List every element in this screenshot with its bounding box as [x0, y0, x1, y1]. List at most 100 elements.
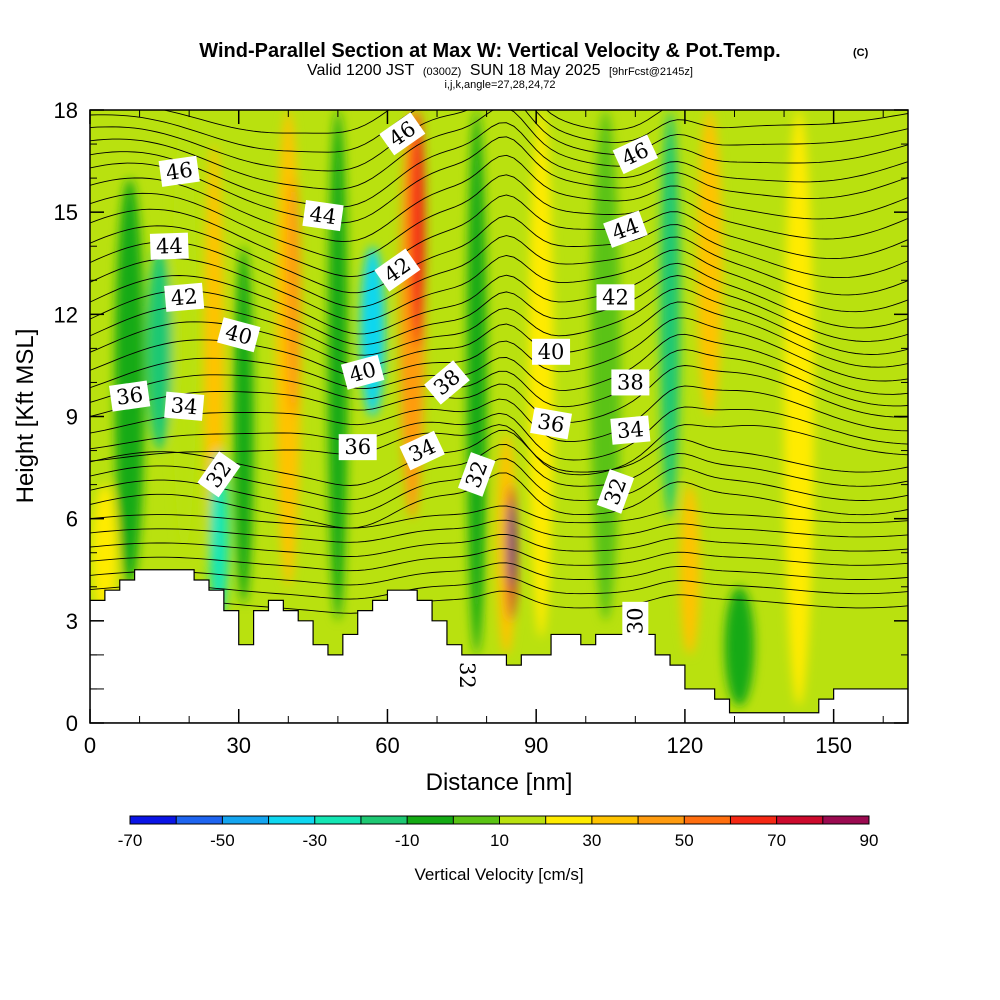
contour-label-box: [379, 112, 426, 156]
contour-label-text: 44: [308, 202, 338, 229]
contour-label-34: 34: [610, 415, 651, 445]
isentrope-line-7: [90, 472, 908, 529]
contour-label-box: [610, 415, 651, 445]
velocity-band-22: [724, 586, 755, 706]
contour-label-text: 42: [170, 284, 199, 310]
x-tick-label: 90: [524, 733, 548, 758]
isentrope-line-21: [90, 262, 908, 335]
colorbar-tick-label: -50: [210, 831, 235, 850]
isentrope-line-19: [90, 287, 908, 356]
colorbar-swatch: [407, 816, 454, 824]
subtitle-valid: Valid 1200 JST: [307, 62, 415, 79]
isentrope-line-29: [90, 122, 908, 208]
contour-label-36: 36: [530, 407, 573, 440]
contour-label-box: [197, 451, 241, 498]
isentrope-line-4: [90, 533, 908, 557]
contour-label-box: [424, 360, 470, 405]
contour-label-42: 42: [164, 282, 205, 312]
colorbar-tick-label: 90: [860, 831, 879, 850]
isentrope-line-30: [90, 110, 908, 190]
colorbar-swatch: [176, 816, 223, 824]
colorbar-swatch: [360, 816, 408, 824]
contour-label-40: 40: [532, 338, 571, 365]
contour-label-box: [532, 338, 571, 365]
velocity-band-19: [660, 110, 680, 519]
x-tick-label: 60: [375, 733, 399, 758]
colorbar-tick-label: -70: [118, 831, 143, 850]
contour-label-42: 42: [596, 284, 635, 311]
contour-label-box: [109, 380, 151, 412]
y-tick-label: 9: [66, 405, 78, 430]
contour-label-text: 44: [156, 234, 184, 259]
colorbar-swatch: [822, 816, 870, 824]
x-tick-label: 150: [815, 733, 852, 758]
contour-label-text: 34: [170, 393, 199, 419]
colorbar-tick-label: 10: [490, 831, 509, 850]
colorbar-tick-label: 30: [582, 831, 601, 850]
colorbar-swatch: [499, 816, 547, 824]
colorbar-tick-label: 70: [767, 831, 786, 850]
isentrope-line-13: [90, 385, 908, 443]
contour-label-box: [399, 430, 445, 471]
x-tick-label: 120: [667, 733, 704, 758]
colorbar-swatch: [222, 816, 270, 824]
colorbar: -70 -50 -30 -10 10 30 50 70 90: [118, 815, 879, 850]
isentrope-line-28: [90, 136, 908, 224]
contour-label-box: [453, 656, 480, 695]
contour-label-40: 40: [340, 354, 385, 390]
contour-label-34: 34: [164, 391, 205, 421]
isentrope-line-31: [90, 110, 908, 172]
isentrope-line-20: [90, 275, 908, 346]
isentrope-line-3: [90, 548, 908, 572]
contour-label-34: 34: [399, 430, 445, 471]
x-tick-label: 0: [84, 733, 96, 758]
colorbar-swatch: [776, 816, 824, 824]
contour-label-40: 40: [217, 317, 261, 353]
contour-label-text: 40: [538, 340, 565, 364]
x-tick-label: 30: [226, 733, 250, 758]
contour-label-36: 36: [338, 434, 377, 461]
contour-label-32: 32: [453, 656, 480, 695]
colorbar-swatch: [591, 816, 639, 824]
colorbar-tick-label: -10: [395, 831, 420, 850]
contour-label-box: [596, 469, 635, 514]
contour-label-text: 34: [616, 417, 645, 443]
subtitle-forecast: [9hrFcst@2145z]: [609, 66, 693, 78]
contour-label-box: [302, 200, 344, 232]
velocity-band-9: [327, 110, 348, 621]
velocity-band-16: [507, 501, 516, 587]
terrain-profile: [90, 569, 908, 723]
isentrope-line-22: [90, 249, 908, 322]
contour-label-text: 36: [536, 409, 566, 437]
subtitle-date: SUN 18 May 2025: [470, 62, 601, 79]
contour-label-text: 36: [344, 435, 371, 459]
contour-label-box: [338, 434, 377, 461]
colorbar-swatch: [453, 816, 500, 824]
contour-label-box: [149, 232, 189, 260]
contour-label-box: [603, 210, 648, 248]
x-axis-label: Distance [nm]: [426, 769, 573, 796]
velocity-band-8: [285, 178, 301, 417]
colorbar-swatch: [268, 816, 316, 824]
isentrope-line-23: [90, 235, 908, 308]
colorbar-swatch: [730, 816, 778, 824]
contour-label-box: [596, 284, 635, 311]
y-tick-label: 3: [66, 609, 78, 634]
isentrope-line-6: [90, 505, 908, 529]
contour-label-box: [158, 155, 200, 187]
velocity-band-3: [171, 110, 197, 553]
contour-label-36: 36: [109, 380, 151, 412]
contour-label-text: 36: [115, 382, 145, 409]
chart-title-mark: (C): [853, 47, 869, 59]
contour-label-box: [217, 317, 261, 353]
isentrope-line-16: [90, 333, 908, 395]
contour-label-text: 30: [623, 607, 647, 634]
contour-label-38: 38: [424, 360, 470, 405]
contour-label-box: [530, 407, 573, 440]
contour-label-box: [340, 354, 385, 390]
velocity-band-23: [784, 110, 814, 706]
contour-label-30: 30: [622, 601, 649, 640]
contour-label-text: 46: [164, 158, 194, 185]
